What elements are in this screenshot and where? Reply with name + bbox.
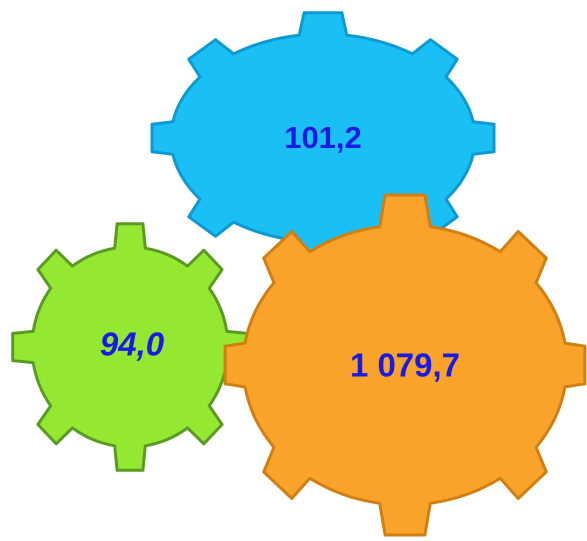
gear-layer: [13, 13, 585, 535]
gears-diagram: 101,2 94,0 1 079,7: [0, 0, 587, 541]
gear-label: 101,2: [284, 120, 362, 155]
gear-label: 1 079,7: [350, 347, 460, 384]
page: 101,2 94,0 1 079,7 (() => { const data =…: [0, 0, 587, 541]
gear-label: 94,0: [100, 326, 165, 363]
